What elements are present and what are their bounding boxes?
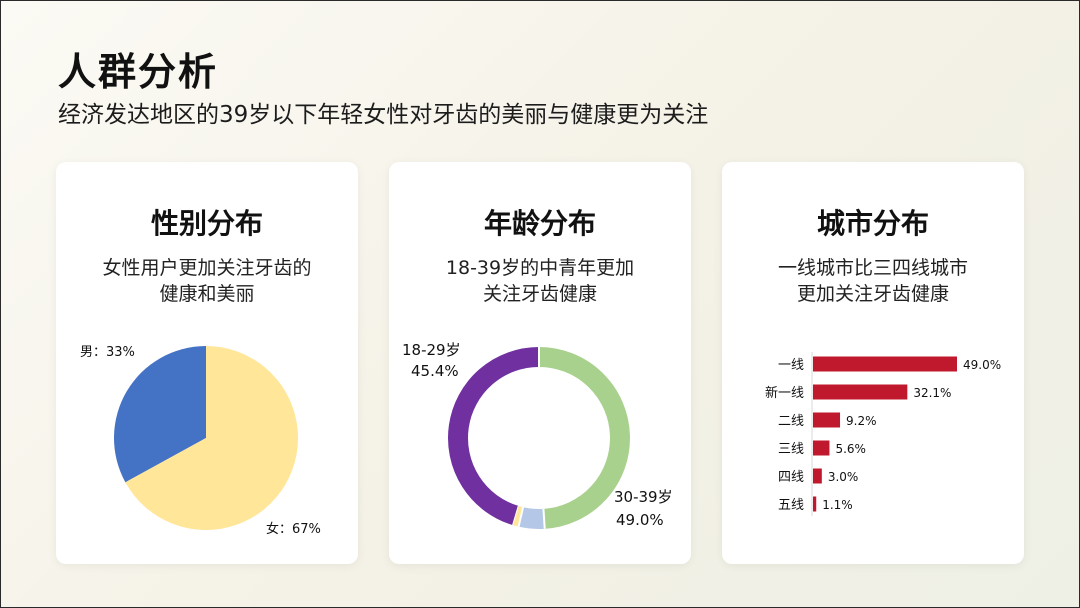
bar-category-label: 三线 — [778, 442, 804, 457]
donut-separator — [517, 506, 525, 527]
age-card-title: 年龄分布 — [483, 207, 596, 240]
city-card: 城市分布 一线城市比三四线城市 更加关注牙齿健康 一线 49.0% 新一线 32.1%… — [722, 162, 1024, 564]
age-card-description: 18-39岁的中青年更加 关注牙齿健康 — [445, 257, 635, 305]
pie-label-female: 女：67% — [266, 521, 321, 537]
bar-category-label: 新一线 — [765, 385, 804, 401]
donut-label-18-29-value: 45.4% — [411, 362, 459, 380]
bar-四线 — [813, 468, 822, 484]
bar-一线 — [813, 356, 957, 372]
city-card-description: 一线城市比三四线城市 更加关注牙齿健康 — [777, 257, 968, 305]
bar-value-label: 1.1% — [822, 498, 853, 512]
bar-新一线 — [813, 384, 908, 400]
header: 人群分析 经济发达地区的39岁以下年轻女性对牙齿的美丽与健康更为关注 — [58, 50, 708, 130]
donut-label-18-29-name: 18-29岁 — [402, 341, 461, 359]
bar-三线 — [813, 440, 830, 456]
bar-value-label: 5.6% — [835, 442, 866, 456]
donut-segment-30-39岁 — [538, 347, 630, 529]
bar-五线 — [813, 496, 817, 512]
bar-value-label: 49.0% — [963, 358, 1001, 372]
bar-category-label: 二线 — [778, 414, 804, 429]
gender-card-description: 女性用户更加关注牙齿的 健康和美丽 — [102, 257, 312, 305]
bar-value-label: 9.2% — [846, 414, 877, 428]
donut-label-30-39-name: 30-39岁 — [614, 488, 673, 506]
city-card-title: 城市分布 — [816, 207, 929, 240]
pie-slice-male — [113, 346, 206, 483]
pie-label-male: 男：33% — [80, 345, 135, 360]
bar-category-label: 五线 — [778, 498, 804, 513]
gender-card: 性别分布 女性用户更加关注牙齿的 健康和美丽 男：33% 女：67% — [56, 162, 358, 564]
bar-二线 — [813, 412, 841, 428]
bar-value-label: 32.1% — [913, 386, 951, 400]
bar-category-label: 四线 — [778, 470, 804, 485]
page-title: 人群分析 — [58, 50, 219, 94]
bar-category-label: 一线 — [778, 358, 804, 373]
city-bar-chart: 一线 49.0% 新一线 32.1% 二线 9.2% 三线 5.6% 四线 3.0% 五线 1.1% — [765, 352, 1001, 516]
donut-segment-18-29岁 — [448, 347, 540, 526]
gender-card-title: 性别分布 — [150, 207, 263, 240]
age-card: 年龄分布 18-39岁的中青年更加 关注牙齿健康 18-29岁 45.4% 30… — [389, 162, 691, 564]
donut-separator — [542, 508, 546, 529]
donut-segment-other-1 — [518, 507, 545, 529]
donut-label-30-39-value: 49.0% — [616, 511, 664, 529]
age-donut-chart: 18-29岁 45.4% 30-39岁 49.0% — [402, 341, 673, 529]
page-subtitle: 经济发达地区的39岁以下年轻女性对牙齿的美丽与健康更为关注 — [58, 102, 709, 128]
gender-pie-chart: 男：33% 女：67% — [80, 345, 321, 537]
pie-slice-female — [125, 346, 298, 530]
bar-value-label: 3.0% — [828, 470, 859, 484]
